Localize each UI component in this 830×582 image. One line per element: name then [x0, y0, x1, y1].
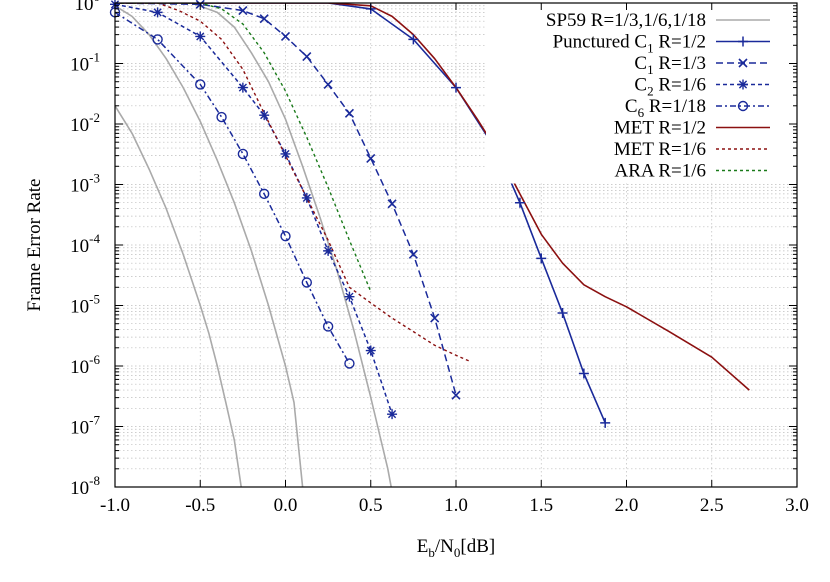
data-point — [216, 111, 227, 123]
data-point — [408, 249, 418, 259]
y-tick-label: 10-6 — [70, 352, 100, 378]
y-tick-labels: 100 10-1 10-2 10-3 10-4 10-5 10-6 10-7 10-8 — [70, 0, 100, 499]
series-line — [115, 11, 351, 364]
axis-ticks — [114, 2, 798, 488]
data-point — [738, 36, 748, 47]
data-point — [237, 82, 248, 93]
legend-label: Punctured C1 R=1/2 — [553, 32, 706, 56]
data-point — [152, 7, 163, 18]
data-point — [578, 368, 589, 379]
x-tick-label: 2.0 — [615, 495, 639, 516]
data-point — [365, 345, 376, 356]
series-line — [115, 3, 606, 424]
series-line — [191, 3, 392, 487]
data-point — [430, 313, 440, 323]
data-point — [387, 199, 397, 209]
x-axis-label: Eb/N0[dB] — [417, 536, 495, 560]
data-point — [514, 197, 525, 208]
data-point — [344, 291, 355, 302]
data-point — [557, 308, 568, 319]
x-tick-label: 1.5 — [529, 495, 553, 516]
legend-label: C6 R=1/18 — [625, 96, 706, 120]
y-tick-label: 10-2 — [70, 110, 100, 136]
data-point — [280, 31, 291, 42]
data-point — [366, 153, 376, 163]
y-tick-label: 10-5 — [70, 292, 100, 318]
data-point — [344, 358, 355, 369]
y-tick-label: 100 — [75, 0, 101, 15]
data-point — [238, 5, 248, 16]
series-line — [115, 3, 393, 415]
x-tick-label: 0.0 — [274, 495, 298, 516]
legend-label: SP59 R=1/3,1/6,1/18 — [546, 10, 706, 31]
x-tick-label: 0.5 — [359, 495, 383, 516]
legend-label: MET R=1/6 — [614, 139, 706, 160]
data-point — [280, 148, 291, 159]
data-point — [738, 79, 748, 90]
legend-label: C2 R=1/6 — [634, 75, 706, 99]
data-point — [387, 409, 398, 420]
data-point — [301, 192, 312, 203]
x-tick-label: -1.0 — [100, 495, 130, 516]
data-point — [323, 245, 334, 256]
y-tick-label: 10-1 — [70, 50, 100, 76]
data-point — [737, 100, 749, 112]
data-point — [258, 188, 270, 200]
y-tick-label: 10-4 — [70, 231, 100, 257]
y-tick-label: 10-8 — [70, 473, 100, 499]
x-tick-label: 3.0 — [785, 495, 809, 516]
data-point — [408, 34, 419, 45]
data-point — [237, 148, 249, 160]
x-tick-label: -0.5 — [185, 495, 215, 516]
data-point — [152, 34, 163, 45]
data-point — [302, 52, 312, 62]
y-tick-label: 10-3 — [70, 171, 100, 197]
y-tick-label: 10-7 — [70, 413, 100, 439]
data-point — [323, 79, 333, 90]
x-tick-label: 1.0 — [444, 495, 468, 516]
data-point — [451, 82, 461, 93]
data-point — [195, 79, 206, 90]
legend-label: ARA R=1/6 — [615, 161, 706, 182]
data-point — [259, 14, 269, 24]
legend-label: MET R=1/2 — [614, 118, 706, 139]
series-line — [115, 3, 372, 292]
data-point — [259, 110, 270, 121]
series-line — [115, 3, 470, 362]
series-line — [115, 5, 304, 487]
data-point — [738, 58, 748, 68]
x-tick-labels: -1.0 -0.5 0.0 0.5 1.0 1.5 2.0 2.5 3.0 — [100, 495, 809, 516]
data-point — [344, 108, 355, 118]
data-point — [536, 253, 547, 264]
data-point — [280, 230, 291, 242]
data-point — [322, 321, 334, 332]
data-point — [451, 390, 461, 400]
legend-background — [486, 4, 796, 184]
legend-label: C1 R=1/3 — [634, 53, 706, 77]
x-tick-label: 2.5 — [700, 495, 724, 516]
y-axis-label: Frame Error Rate — [24, 179, 45, 312]
series-line — [115, 105, 242, 487]
data-point — [600, 417, 611, 428]
data-point — [195, 31, 206, 42]
data-point — [301, 277, 313, 288]
